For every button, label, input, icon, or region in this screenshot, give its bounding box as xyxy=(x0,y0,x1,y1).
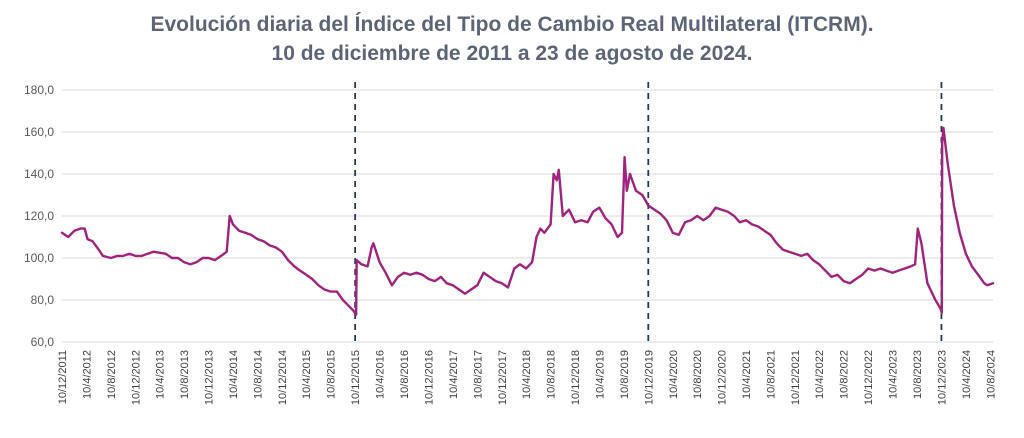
x-tick-label: 10/4/2012 xyxy=(81,350,93,399)
x-tick-label: 10/8/2016 xyxy=(399,350,411,399)
x-tick-label: 10/12/2023 xyxy=(936,350,948,405)
x-tick-label: 10/8/2022 xyxy=(839,350,851,399)
x-tick-label: 10/12/2015 xyxy=(350,350,362,405)
x-tick-label: 10/8/2020 xyxy=(692,350,704,399)
x-tick-label: 10/4/2021 xyxy=(741,350,753,399)
x-tick-label: 10/4/2018 xyxy=(521,350,533,399)
x-tick-label: 10/8/2024 xyxy=(985,350,997,399)
x-tick-label: 10/4/2016 xyxy=(375,350,387,399)
x-tick-label: 10/8/2017 xyxy=(472,350,484,399)
x-tick-label: 10/12/2017 xyxy=(497,350,509,405)
x-tick-label: 10/12/2022 xyxy=(863,350,875,405)
x-tick-label: 10/8/2018 xyxy=(546,350,558,399)
x-tick-label: 10/8/2014 xyxy=(252,350,264,399)
x-tick-label: 10/12/2021 xyxy=(790,350,802,405)
x-tick-label: 10/12/2014 xyxy=(277,350,289,405)
x-tick-label: 10/4/2020 xyxy=(668,350,680,399)
x-tick-label: 10/8/2012 xyxy=(106,350,118,399)
x-tick-label: 10/4/2017 xyxy=(448,350,460,399)
x-tick-label: 10/12/2018 xyxy=(570,350,582,405)
chart-title: Evolución diaria del Índice del Tipo de … xyxy=(150,13,874,36)
x-tick-label: 10/4/2019 xyxy=(594,350,606,399)
x-tick-label: 10/12/2012 xyxy=(130,350,142,405)
y-tick-label: 120,0 xyxy=(24,209,54,223)
x-tick-label: 10/4/2014 xyxy=(228,350,240,399)
x-tick-label: 10/12/2011 xyxy=(57,350,69,404)
chart-title-block: Evolución diaria del Índice del Tipo de … xyxy=(0,10,1024,68)
y-tick-label: 140,0 xyxy=(24,167,54,181)
x-tick-label: 10/8/2021 xyxy=(765,350,777,399)
x-tick-label: 10/12/2019 xyxy=(643,350,655,405)
x-tick-label: 10/8/2023 xyxy=(912,350,924,399)
x-tick-label: 10/4/2023 xyxy=(887,350,899,399)
x-tick-label: 10/4/2015 xyxy=(301,350,313,399)
x-tick-label: 10/12/2020 xyxy=(717,350,729,405)
x-tick-label: 10/8/2015 xyxy=(326,350,338,399)
series-line xyxy=(60,126,995,316)
x-tick-label: 10/4/2013 xyxy=(155,350,167,399)
x-tick-label: 10/12/2013 xyxy=(204,350,216,405)
x-tick-label: 10/8/2019 xyxy=(619,350,631,399)
y-tick-label: 80,0 xyxy=(31,293,55,307)
x-tick-label: 10/8/2013 xyxy=(179,350,191,399)
y-tick-label: 60,0 xyxy=(31,335,55,349)
y-tick-label: 100,0 xyxy=(24,251,54,265)
y-tick-label: 160,0 xyxy=(24,125,54,139)
chart-subtitle: 10 de diciembre de 2011 a 23 de agosto d… xyxy=(271,42,753,65)
x-tick-label: 10/4/2024 xyxy=(961,350,973,399)
x-tick-label: 10/12/2016 xyxy=(424,350,436,405)
y-tick-label: 180,0 xyxy=(24,83,54,97)
x-tick-label: 10/4/2022 xyxy=(814,350,826,399)
